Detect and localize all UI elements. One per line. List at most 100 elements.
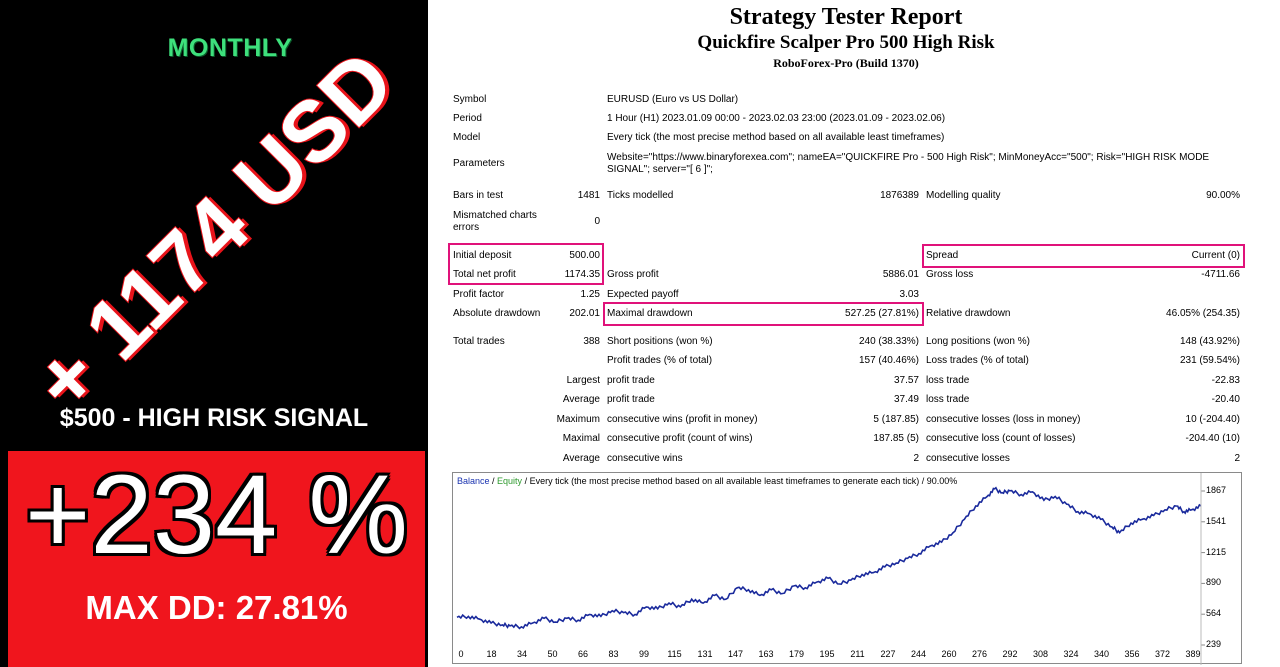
spread-value: Current (0) <box>1191 250 1240 261</box>
x-tick-label: 389 <box>1185 649 1201 659</box>
max-drawdown-label: MAX DD: 27.81% <box>85 589 348 626</box>
total-trades-value: 388 <box>583 336 600 347</box>
profit-trades-label: Profit trades (% of total) <box>607 355 713 366</box>
x-tick-label: 324 <box>1063 649 1079 659</box>
x-tick-label: 244 <box>910 649 927 659</box>
x-tick-label: 227 <box>880 649 896 659</box>
mismatch-value: 0 <box>594 216 600 227</box>
gross-loss-label: Gross loss <box>926 269 974 280</box>
bars-value: 1481 <box>577 190 600 201</box>
chart-plot <box>456 473 1205 665</box>
x-tick-label: 131 <box>697 649 713 659</box>
y-tick-label: 1541 <box>1206 515 1227 526</box>
parameters-label: Parameters <box>453 158 505 169</box>
short-positions-label: Short positions (won %) <box>607 336 713 347</box>
short-positions-value: 240 (38.33%) <box>858 336 919 347</box>
deposit-label: Initial deposit <box>453 250 512 261</box>
largest-label: Largest <box>566 375 600 386</box>
maximum-label: Maximum <box>556 414 600 425</box>
x-tick-label: 195 <box>819 649 835 659</box>
x-tick-label: 0 <box>458 649 464 659</box>
largest-loss-value: -22.83 <box>1211 375 1240 386</box>
ticks-label: Ticks modelled <box>607 190 674 201</box>
maximal-label: Maximal <box>562 433 600 444</box>
x-tick-label: 292 <box>1002 649 1018 659</box>
avg-consec-losses-label: consecutive losses <box>926 453 1010 464</box>
largest-profit-value: 37.57 <box>893 375 919 386</box>
gain-box: +234 % MAX DD: 27.81% <box>8 451 425 667</box>
x-tick-label: 356 <box>1124 649 1140 659</box>
y-tick-label: 1867 <box>1206 485 1227 495</box>
maximal-consec-profit-label: consecutive profit (count of wins) <box>607 433 753 444</box>
loss-trades-value: 231 (59.54%) <box>1179 355 1240 366</box>
net-profit-label: Total net profit <box>453 269 516 280</box>
loss-trades-label: Loss trades (% of total) <box>926 355 1029 366</box>
report-broker: RoboForex-Pro (Build 1370) <box>773 56 919 70</box>
bars-label: Bars in test <box>453 190 504 201</box>
x-tick-label: 34 <box>516 649 528 659</box>
maximal-consec-loss-value: -204.40 (10) <box>1185 433 1240 444</box>
drawdown-highlight-box <box>603 302 924 326</box>
chart-legend: Balance / Equity / Every tick (the most … <box>457 476 957 486</box>
profit-factor-value: 1.25 <box>580 289 600 300</box>
quality-label: Modelling quality <box>926 190 1001 201</box>
x-tick-label: 308 <box>1032 649 1049 659</box>
report-title: Strategy Tester Report <box>729 4 963 30</box>
average-consec-label: Average <box>562 453 600 464</box>
x-tick-label: 179 <box>788 649 805 659</box>
spread-label: Spread <box>926 250 959 261</box>
avg-consec-wins-value: 2 <box>913 453 919 464</box>
ticks-value: 1876389 <box>880 190 919 201</box>
y-tick-label: 239 <box>1206 639 1222 649</box>
model-label: Model <box>453 132 481 143</box>
parameters-value-line2: SIGNAL"; server="[ 6 ]"; <box>607 164 713 175</box>
legend-equity: Equity <box>497 476 523 486</box>
report-subtitle: Quickfire Scalper Pro 500 High Risk <box>697 32 995 53</box>
gain-usd-banner: + 1174 USD <box>14 32 414 432</box>
x-tick-label: 163 <box>758 649 774 659</box>
long-positions-value: 148 (43.92%) <box>1179 336 1240 347</box>
x-tick-label: 99 <box>638 649 650 659</box>
average-loss-value: -20.40 <box>1211 394 1240 405</box>
period-label: Period <box>453 113 482 124</box>
x-tick-label: 211 <box>850 649 865 659</box>
avg-consec-losses-value: 2 <box>1234 453 1240 464</box>
promo-panel: MONTHLY + 1174 USD $500 - HIGH RISK SIGN… <box>0 0 428 667</box>
x-tick-label: 340 <box>1093 649 1110 659</box>
average-loss-label: loss trade <box>926 394 970 405</box>
mismatch-label-line2: errors <box>453 222 480 233</box>
x-tick-label: 18 <box>486 649 497 659</box>
max-consec-wins-value: 5 (187.85) <box>873 414 919 425</box>
legend-balance: Balance <box>457 476 490 486</box>
deposit-value: 500.00 <box>569 250 600 261</box>
period-value: 1 Hour (H1) 2023.01.09 00:00 - 2023.02.0… <box>607 113 946 124</box>
parameters-value-line1: Website="https://www.binaryforexea.com";… <box>607 152 1210 163</box>
x-tick-label: 260 <box>941 649 957 659</box>
average-label: Average <box>562 394 600 405</box>
abs-drawdown-value: 202.01 <box>569 308 600 319</box>
x-tick-label: 147 <box>727 649 744 659</box>
max-consec-wins-label: consecutive wins (profit in money) <box>607 414 758 425</box>
y-tick-label: 890 <box>1206 577 1222 588</box>
strategy-report: Strategy Tester Report Quickfire Scalper… <box>428 0 1280 667</box>
long-positions-label: Long positions (won %) <box>926 336 1030 347</box>
quality-value: 90.00% <box>1206 190 1240 201</box>
largest-loss-label: loss trade <box>926 375 970 386</box>
rel-drawdown-value: 46.05% (254.35) <box>1166 308 1240 319</box>
gross-profit-value: 5886.01 <box>882 269 919 280</box>
gross-profit-label: Gross profit <box>607 269 659 280</box>
y-tick-label: 1215 <box>1206 546 1227 557</box>
profit-trades-value: 157 (40.46%) <box>858 355 919 366</box>
payoff-value: 3.03 <box>899 289 919 300</box>
balance-chart: Balance / Equity / Every tick (the most … <box>452 472 1242 665</box>
x-tick-label: 50 <box>547 649 558 659</box>
mismatch-label-line1: Mismatched charts <box>453 210 537 221</box>
avg-consec-wins-label: consecutive wins <box>607 453 683 464</box>
x-tick-label: 83 <box>608 649 619 659</box>
x-tick-label: 66 <box>577 649 589 659</box>
x-tick-label: 276 <box>971 649 988 659</box>
gross-loss-value: -4711.66 <box>1201 269 1240 280</box>
payoff-label: Expected payoff <box>607 289 679 300</box>
monthly-label: MONTHLY <box>167 34 293 62</box>
x-tick-label: 372 <box>1154 649 1171 659</box>
